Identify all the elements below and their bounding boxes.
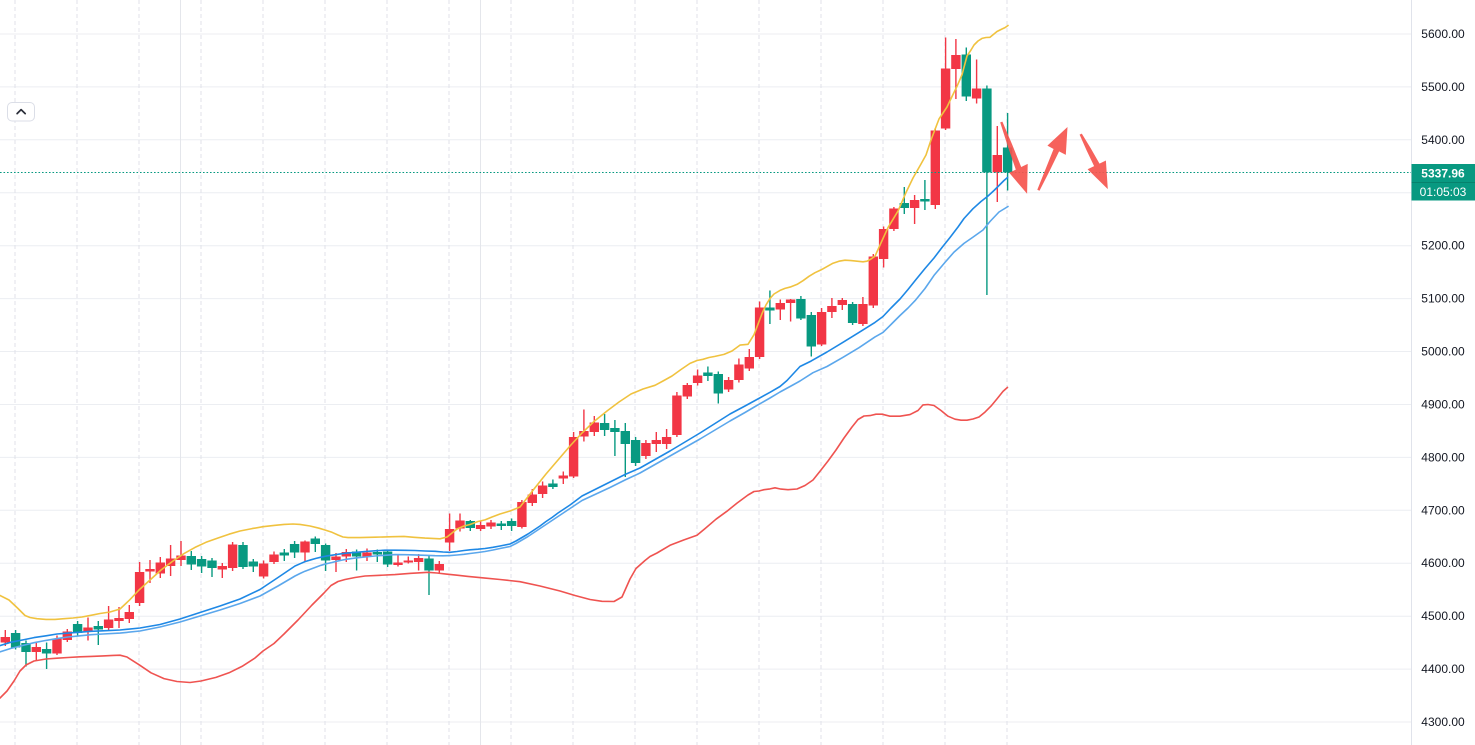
svg-text:4900.00: 4900.00 [1421,398,1465,412]
svg-text:5400.00: 5400.00 [1421,133,1465,147]
svg-text:5500.00: 5500.00 [1421,80,1465,94]
svg-text:4700.00: 4700.00 [1421,503,1465,517]
svg-text:4800.00: 4800.00 [1421,450,1465,464]
svg-text:5337.96: 5337.96 [1421,167,1465,181]
svg-text:5100.00: 5100.00 [1421,292,1465,306]
svg-text:4300.00: 4300.00 [1421,715,1465,729]
svg-text:5200.00: 5200.00 [1421,239,1465,253]
svg-text:4400.00: 4400.00 [1421,662,1465,676]
svg-text:4500.00: 4500.00 [1421,609,1465,623]
svg-text:5600.00: 5600.00 [1421,27,1465,41]
svg-text:4600.00: 4600.00 [1421,556,1465,570]
svg-text:01:05:03: 01:05:03 [1420,185,1467,199]
svg-text:5000.00: 5000.00 [1421,345,1465,359]
